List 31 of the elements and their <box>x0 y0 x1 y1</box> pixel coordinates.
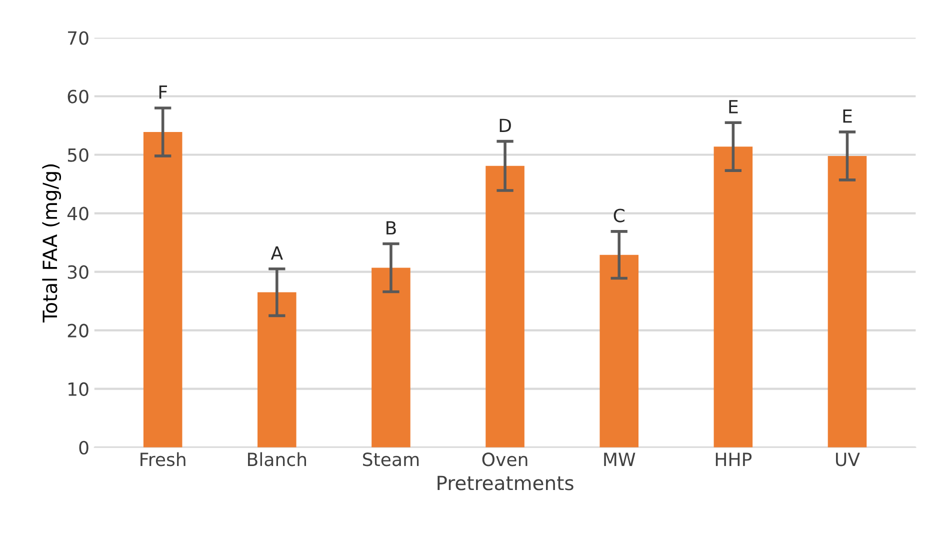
x-tick-label: Fresh <box>140 452 186 466</box>
x-tick-label: MW <box>604 452 636 466</box>
x-tick-label: Blanch <box>248 452 306 466</box>
x-axis-title: Pretreatments <box>438 476 574 490</box>
y-tick-label: 60 <box>68 90 88 104</box>
y-tick-label: 30 <box>68 265 88 279</box>
bar <box>828 156 867 448</box>
x-tick-label: Oven <box>482 452 528 466</box>
annotation: E <box>843 109 852 123</box>
y-tick-label: 50 <box>68 148 88 162</box>
y-tick-label: 10 <box>68 382 88 396</box>
y-tick-label: 70 <box>68 31 88 45</box>
annotation: B <box>386 221 396 234</box>
x-tick-label: Steam <box>363 452 419 466</box>
x-tick-label: UV <box>836 452 860 466</box>
annotation: E <box>729 100 738 114</box>
y-axis-title: Total FAA (mg/g) <box>42 164 62 322</box>
bar <box>258 292 296 448</box>
annotation: A <box>270 246 283 260</box>
y-tick-label: 20 <box>68 324 88 338</box>
bar <box>143 132 182 448</box>
annotation: F <box>159 85 167 99</box>
annotation: D <box>500 118 511 132</box>
bar <box>372 268 410 448</box>
annotation: C <box>614 208 624 222</box>
x-tick-label: HHP <box>716 452 752 466</box>
y-tick-label: 40 <box>67 206 88 220</box>
bar <box>486 166 524 448</box>
bar <box>600 254 638 448</box>
y-tick-label: 0 <box>79 440 88 454</box>
bar <box>714 146 753 448</box>
